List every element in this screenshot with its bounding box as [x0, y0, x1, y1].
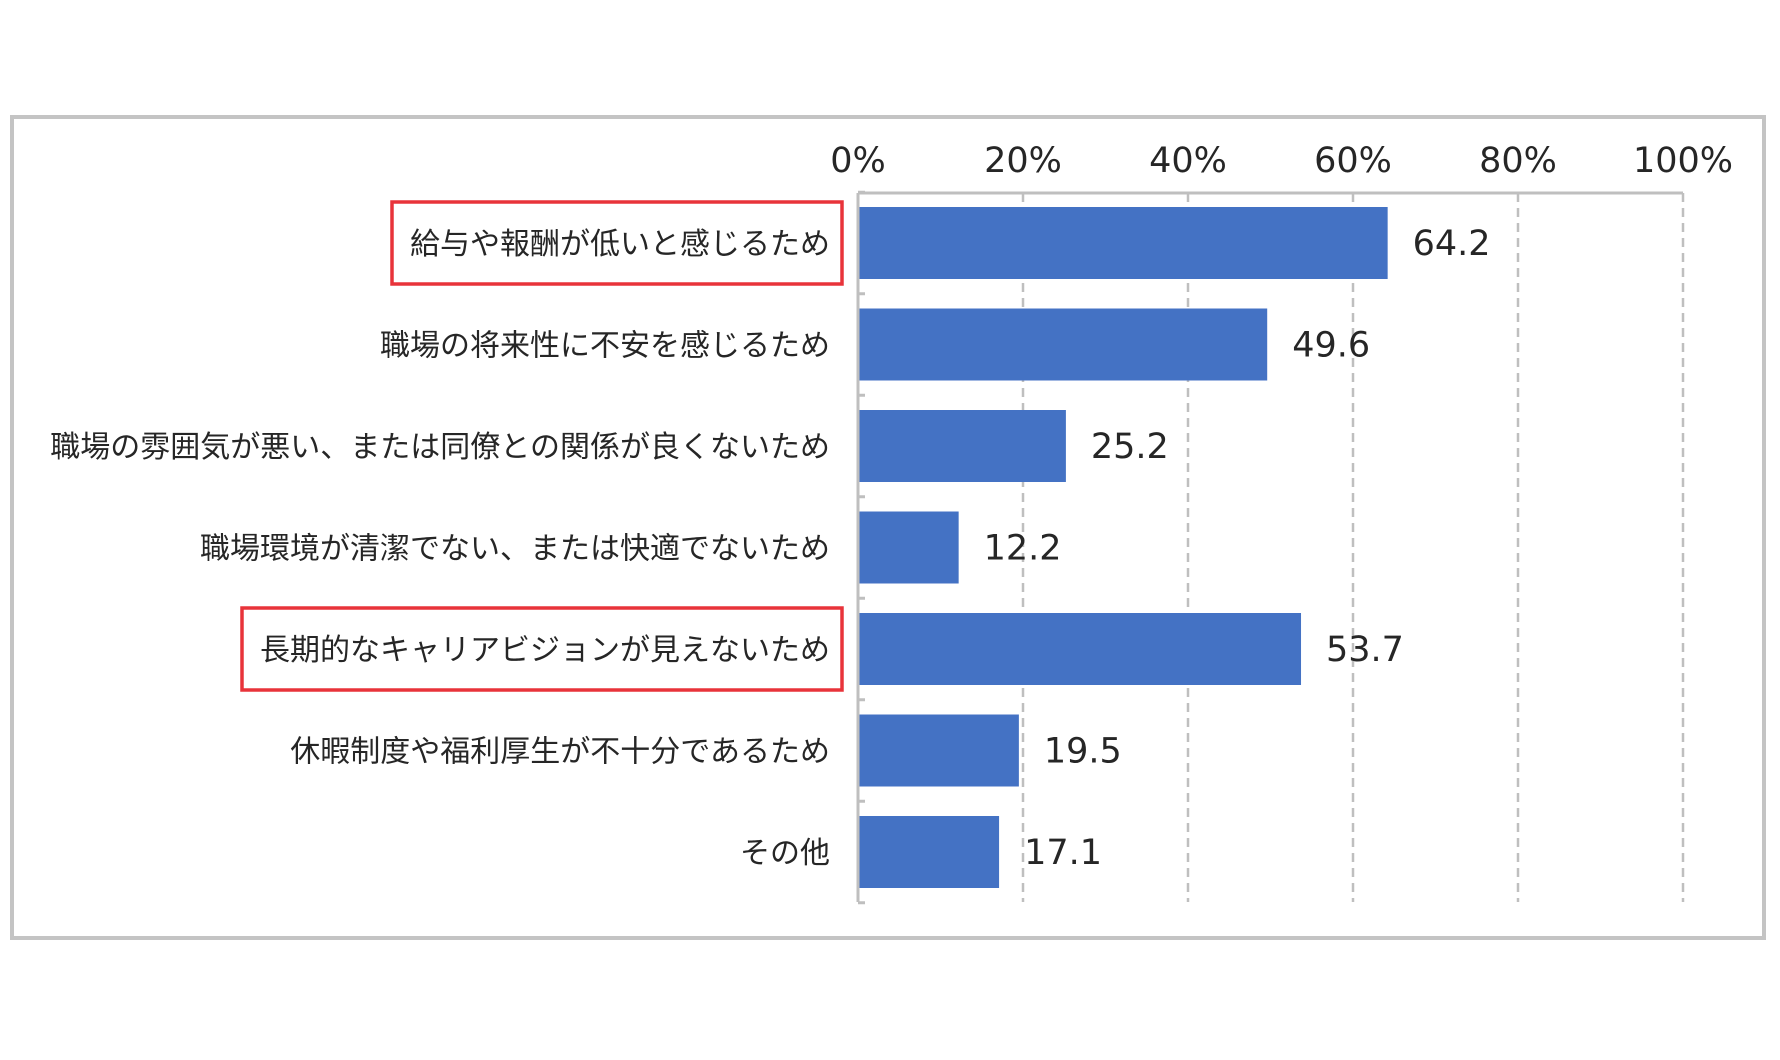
- x-tick-label: 100%: [1633, 141, 1733, 181]
- category-label: 給与や報酬が低いと感じるため: [410, 227, 830, 262]
- category-label: 長期的なキャリアビジョンが見えないため: [260, 633, 830, 668]
- category-label: その他: [740, 836, 830, 871]
- bar: [859, 613, 1302, 685]
- bars: [859, 207, 1388, 888]
- x-tick-label: 40%: [1149, 141, 1227, 181]
- bar: [859, 816, 1000, 888]
- x-tick-label: 60%: [1314, 141, 1392, 181]
- x-tick-label: 80%: [1479, 141, 1557, 181]
- data-label: 49.6: [1292, 326, 1370, 366]
- bar: [859, 207, 1388, 279]
- data-label: 25.2: [1091, 427, 1169, 467]
- data-label: 12.2: [984, 529, 1062, 569]
- data-label: 53.7: [1326, 630, 1404, 670]
- bar: [859, 511, 959, 584]
- bar: [859, 410, 1066, 482]
- gridlines: [1021, 193, 1685, 902]
- highlight-box: [240, 606, 844, 692]
- axes: [856, 190, 1683, 905]
- bar: [859, 714, 1019, 787]
- highlight-box: [390, 200, 844, 286]
- category-label: 職場環境が清潔でない、または快適でないため: [200, 532, 830, 567]
- category-label: 職場の雰囲気が悪い、または同僚との関係が良くないため: [50, 430, 830, 465]
- bar: [859, 308, 1268, 381]
- labels: 0% 20% 40% 60% 80% 100% 64.2 給与や報酬が低いと感じるため 49.6…: [50, 141, 1733, 873]
- data-label: 19.5: [1044, 732, 1122, 772]
- x-tick-label: 0%: [830, 141, 886, 181]
- data-label: 64.2: [1413, 224, 1491, 264]
- data-label: 17.1: [1024, 833, 1102, 873]
- category-label: 休暇制度や福利厚生が不十分であるため: [290, 735, 830, 770]
- x-tick-label: 20%: [984, 141, 1062, 181]
- category-label: 職場の将来性に不安を感じるため: [380, 329, 830, 364]
